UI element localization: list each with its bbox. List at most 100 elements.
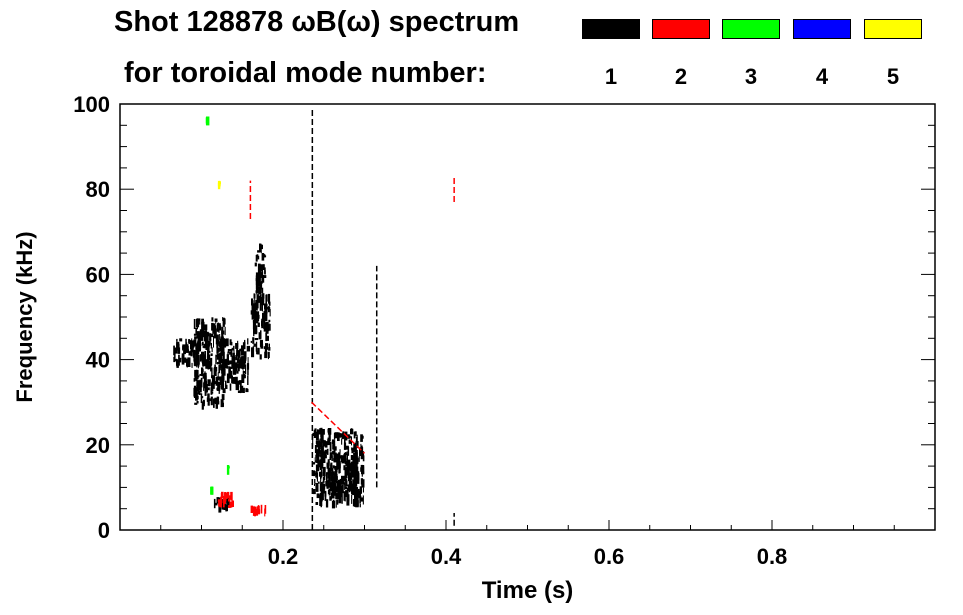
spectrum-point: [347, 476, 351, 481]
spectrum-point: [337, 481, 341, 487]
spectrum-point: [235, 343, 239, 349]
spectrum-point: [218, 341, 220, 347]
spectrum-marks: [173, 108, 455, 530]
spectrum-point: [207, 343, 211, 346]
spectrum-point: [268, 343, 270, 349]
spectrum-point: [316, 457, 320, 463]
spectrum-point: [201, 396, 204, 399]
spectrum-point: [260, 270, 262, 273]
spectrum-point: [256, 254, 259, 258]
spectrum-point: [253, 293, 256, 299]
spectrum-point: [229, 501, 233, 508]
spectrum-point: [250, 340, 253, 343]
spectrum-point: [186, 358, 189, 367]
spectrum-point: [216, 324, 219, 332]
spectrum-point: [224, 326, 226, 336]
spectrum-point: [325, 499, 329, 508]
spectrum-point: [247, 338, 249, 345]
spectrum-point: [233, 349, 235, 354]
spectrum-point: [260, 294, 261, 304]
spectrum-point: [359, 447, 362, 456]
spectrum-point: [185, 342, 188, 348]
spectrum-point: [317, 429, 322, 435]
spectrum-point: [329, 441, 332, 452]
spectrum-point: [345, 467, 348, 470]
spectrum-point: [193, 339, 197, 347]
spectrum-point: [213, 368, 217, 376]
spectrum-point: [317, 444, 321, 453]
spectrum-point: [346, 475, 348, 479]
spectrum-point: [203, 358, 206, 367]
spectrum-point: [259, 354, 262, 360]
spectrum-point: [225, 380, 227, 389]
spectrum-point: [207, 331, 209, 342]
spectrum-point: [247, 375, 249, 385]
spectrum-point: [173, 356, 176, 363]
spectrum-point: [316, 493, 320, 499]
spectrum-point: [183, 346, 186, 354]
spectrum-point: [317, 429, 319, 435]
spectrum-point: [320, 493, 323, 498]
spectrum-point: [230, 341, 233, 346]
spectrum-point: [254, 508, 256, 517]
spectrum-point: [256, 294, 259, 302]
spectrum-point: [354, 471, 357, 478]
spectrum-point: [262, 315, 266, 322]
spectrum-point: [361, 479, 365, 488]
spectrum-point: [196, 356, 199, 362]
spectrum-point: [221, 367, 224, 374]
spectrum-point: [200, 355, 203, 359]
spectrum-point: [202, 361, 204, 365]
spectrum-point: [325, 480, 329, 487]
spectrum-point: [261, 269, 264, 279]
spectrum-point: [220, 399, 224, 408]
spectrum-point: [330, 472, 334, 479]
spectrum-point: [204, 340, 207, 344]
spectrum-point: [346, 496, 350, 506]
spectrum-point: [178, 354, 180, 362]
spectrum-point: [225, 384, 228, 389]
spectrum-point: [222, 317, 225, 327]
spectrum-point: [261, 275, 265, 283]
spectrum-point: [255, 290, 257, 293]
spectrum-point: [362, 447, 364, 452]
spectrum-point: [261, 318, 264, 329]
spectrum-point: [213, 337, 214, 348]
spectrum-point: [194, 336, 197, 340]
spectrum-point: [219, 343, 222, 352]
spectrum-point: [343, 491, 346, 501]
chart-title: Shot 128878 ωB(ω) spectrum: [114, 6, 520, 38]
spectrum-point: [265, 306, 267, 315]
spectrum-point: [331, 477, 334, 486]
spectrum-point: [331, 439, 335, 445]
spectrum-point: [353, 443, 356, 453]
spectrum-point: [183, 357, 187, 363]
spectrum-point: [253, 327, 255, 334]
spectrum-point: [200, 393, 203, 403]
spectrum-point: [344, 475, 347, 480]
spectrum-point: [255, 315, 259, 322]
spectrum-point: [344, 468, 347, 477]
spectrum-point: [261, 287, 264, 294]
spectrum-point: [219, 379, 222, 382]
legend-swatch-mode-3: [722, 19, 780, 39]
spectrum-point: [202, 354, 206, 362]
spectrum-point: [315, 484, 319, 492]
y-axis-label: Frequency (kHz): [12, 231, 37, 402]
spectrum-point: [265, 332, 268, 342]
spectrum-point: [333, 459, 336, 463]
spectrum-point: [196, 335, 200, 339]
spectrum-point: [221, 381, 224, 390]
spectrum-point: [197, 390, 201, 395]
spectrum-point: [203, 343, 207, 349]
spectrum-point: [243, 354, 246, 364]
spectrum-point: [174, 353, 176, 358]
spectrum-point: [221, 374, 225, 380]
spectrum-point: [362, 471, 365, 475]
spectrum-point: [228, 499, 231, 502]
spectrum-point: [338, 455, 342, 459]
spectrum-point: [360, 497, 364, 502]
spectrum-point: [260, 264, 264, 269]
spectrum-point: [176, 341, 179, 347]
spectrum-point: [255, 508, 259, 516]
